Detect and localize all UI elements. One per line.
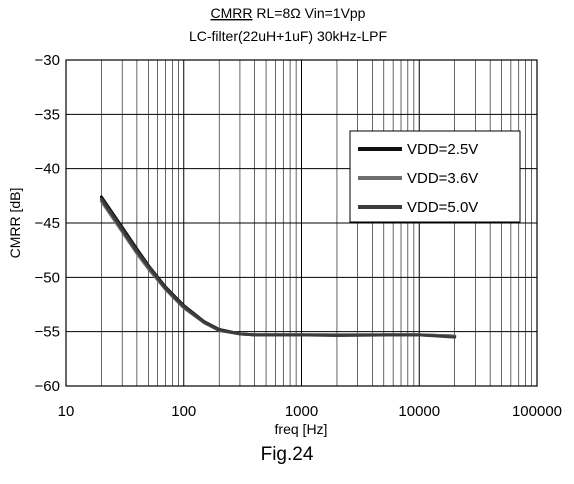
y-tick-labels: −30 −35 −40 −45 −50 −55 −60 [35,52,60,395]
cmrr-chart: CMRR RL=8Ω Vin=1Vpp LC-filter(22uH+1uF) … [7,5,562,437]
x-tick-labels: 10 100 1000 10000 100000 [58,403,562,420]
chart-title: CMRR RL=8Ω Vin=1Vpp [211,5,366,21]
chart-title-underlined: CMRR [211,5,253,21]
series-group [99,195,457,339]
y-tick-label: −45 [35,215,60,232]
legend: VDD=2.5V VDD=3.6V VDD=5.0V [349,130,521,223]
y-tick-label: −50 [35,269,60,286]
grid-lines [66,60,537,386]
y-tick-label: −40 [35,161,60,178]
series-line [99,197,457,339]
y-tick-label: −35 [35,106,60,123]
x-tick-label: 10 [58,403,75,420]
y-axis-label: CMRR [dB] [7,188,23,259]
x-tick-label: 100 [171,403,196,420]
chart-title-rest: RL=8Ω Vin=1Vpp [253,5,366,21]
legend-label: VDD=5.0V [407,199,478,216]
y-tick-label: −60 [35,378,60,395]
x-axis-label: freq [Hz] [275,421,328,437]
figure-caption: Fig.24 [260,444,314,465]
y-tick-label: −55 [35,324,60,341]
legend-label: VDD=3.6V [407,170,478,187]
x-tick-label: 10000 [398,403,440,420]
y-tick-label: −30 [35,52,60,69]
x-tick-label: 1000 [285,403,318,420]
chart-subtitle: LC-filter(22uH+1uF) 30kHz-LPF [189,28,387,44]
legend-label: VDD=2.5V [407,141,478,158]
plot-frame [65,59,538,387]
x-tick-label: 100000 [512,403,562,420]
